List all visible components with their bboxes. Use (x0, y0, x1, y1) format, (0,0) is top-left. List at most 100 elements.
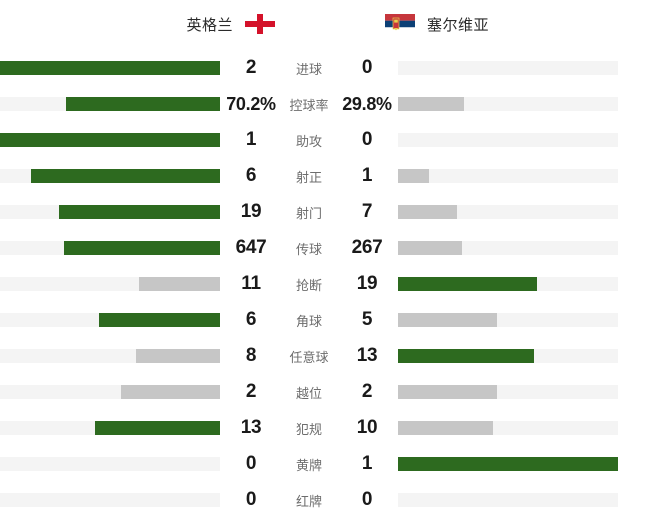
stat-row: 0 黄牌 1 (0, 446, 660, 482)
away-stat-value: 0 (361, 129, 373, 150)
home-stat-value: 0 (245, 453, 257, 474)
home-team-name: 英格兰 (186, 16, 233, 34)
away-stat-value: 19 (356, 273, 378, 294)
away-bar-cell (398, 482, 618, 518)
home-stat-value: 70.2% (226, 93, 276, 114)
home-bar-cell (0, 86, 220, 122)
stat-label: 进球 (295, 61, 322, 77)
serbia-flag-icon (385, 14, 415, 34)
home-bar-fill (66, 97, 220, 111)
home-stat-value: 1 (245, 129, 257, 150)
home-bar-fill (99, 313, 220, 327)
home-bar-fill (0, 133, 220, 147)
home-stat-value: 8 (245, 345, 257, 366)
away-stat-value: 2 (361, 381, 373, 402)
away-bar-cell (398, 266, 618, 302)
home-stat-value: 2 (245, 57, 257, 78)
away-bar-fill (398, 421, 493, 435)
stat-label: 角球 (295, 313, 322, 329)
stat-label: 黄牌 (295, 457, 322, 473)
home-bar-cell (0, 158, 220, 194)
stat-label: 红牌 (295, 493, 322, 509)
home-bar-cell (0, 50, 220, 86)
away-bar-fill (398, 205, 458, 219)
stat-row: 1 助攻 0 (0, 122, 660, 158)
away-stat-value: 1 (361, 453, 373, 474)
home-bar-fill (121, 385, 220, 399)
stat-label: 任意球 (289, 349, 329, 365)
home-team-block: 英格兰 (95, 14, 275, 35)
stat-row: 647 传球 267 (0, 230, 660, 266)
stat-label: 犯规 (295, 421, 322, 437)
home-stat-value: 6 (245, 309, 257, 330)
away-stat-value: 0 (361, 489, 373, 510)
away-bar-fill (398, 169, 429, 183)
home-stat-value: 13 (240, 417, 262, 438)
away-bar-cell (398, 230, 618, 266)
stat-row: 13 犯规 10 (0, 410, 660, 446)
away-bar-cell (398, 158, 618, 194)
away-bar-fill (398, 313, 497, 327)
away-stat-value: 13 (356, 345, 378, 366)
away-team-name: 塞尔维亚 (427, 16, 490, 34)
stat-label: 控球率 (289, 97, 329, 113)
away-bar-cell (398, 50, 618, 86)
home-bar-cell (0, 374, 220, 410)
stat-label: 传球 (295, 241, 322, 257)
home-stat-value: 2 (245, 381, 257, 402)
stat-row: 70.2% 控球率 29.8% (0, 86, 660, 122)
stats-rows: 2 进球 0 70.2% 控球率 29.8% 1 助攻 0 6 射正 1 19 射门 7 647 传球 267 11… (0, 48, 660, 518)
home-bar-fill (0, 61, 220, 75)
england-flag-icon (245, 14, 275, 34)
stat-row: 6 射正 1 (0, 158, 660, 194)
home-bar-fill (30, 169, 220, 183)
home-bar-fill (63, 241, 220, 255)
home-bar-fill (94, 421, 220, 435)
home-bar-cell (0, 446, 220, 482)
away-bar-cell (398, 446, 618, 482)
stat-label: 助攻 (295, 133, 322, 149)
stat-row: 19 射门 7 (0, 194, 660, 230)
away-stat-value: 29.8% (342, 93, 392, 114)
home-stat-value: 647 (235, 237, 267, 258)
stat-label: 射门 (295, 205, 322, 221)
away-bar-track (398, 133, 618, 147)
away-bar-fill (398, 457, 618, 471)
away-stat-value: 267 (351, 237, 383, 258)
away-bar-track (398, 61, 618, 75)
stat-row: 6 角球 5 (0, 302, 660, 338)
away-bar-cell (398, 302, 618, 338)
stat-label: 越位 (295, 385, 322, 401)
home-stat-value: 11 (241, 273, 261, 294)
away-stat-value: 10 (356, 417, 378, 438)
stat-label: 射正 (295, 169, 322, 185)
home-stat-value: 0 (245, 489, 257, 510)
away-bar-fill (398, 241, 462, 255)
away-stat-value: 1 (361, 165, 373, 186)
stat-row: 0 红牌 0 (0, 482, 660, 518)
away-bar-track (398, 169, 618, 183)
away-bar-cell (398, 122, 618, 158)
away-stat-value: 0 (361, 57, 373, 78)
home-bar-track (0, 493, 220, 507)
away-bar-track (398, 493, 618, 507)
away-bar-cell (398, 194, 618, 230)
away-stat-value: 7 (361, 201, 373, 222)
home-bar-cell (0, 230, 220, 266)
away-bar-fill (398, 277, 537, 291)
home-bar-fill (138, 277, 220, 291)
home-bar-fill (136, 349, 220, 363)
home-bar-cell (0, 194, 220, 230)
home-bar-cell (0, 302, 220, 338)
stat-label: 抢断 (295, 277, 322, 293)
away-bar-fill (398, 97, 464, 111)
home-stat-value: 19 (240, 201, 262, 222)
away-bar-cell (398, 410, 618, 446)
away-bar-cell (398, 86, 618, 122)
stat-row: 11 抢断 19 (0, 266, 660, 302)
home-bar-cell (0, 122, 220, 158)
away-stat-value: 5 (361, 309, 373, 330)
match-header: 英格兰 塞尔维亚 (0, 0, 660, 48)
stat-row: 2 进球 0 (0, 50, 660, 86)
